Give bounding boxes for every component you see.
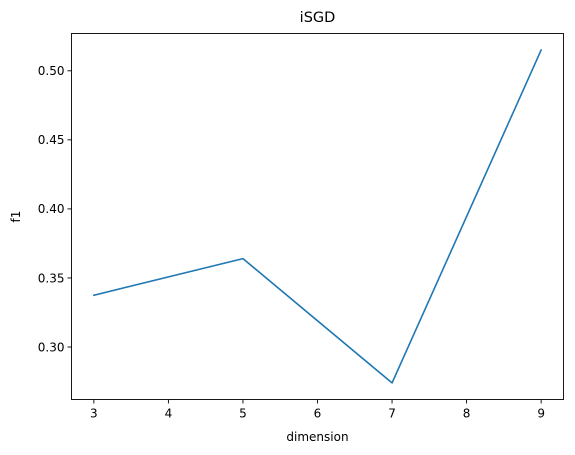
y-tick-label: 0.40 <box>38 202 65 216</box>
series-line-0 <box>92 49 543 384</box>
chart-title: iSGD <box>300 10 336 26</box>
x-tick-label: 5 <box>239 407 247 421</box>
x-tick-label: 8 <box>463 407 471 421</box>
x-tick-label: 3 <box>90 407 98 421</box>
x-tick-label: 6 <box>314 407 322 421</box>
y-tick-label: 0.50 <box>38 64 65 78</box>
y-tick-label: 0.30 <box>38 340 65 354</box>
series-layer <box>92 49 543 384</box>
x-axis-label: dimension <box>286 430 348 444</box>
y-tick-label: 0.45 <box>38 133 65 147</box>
x-tick-label: 4 <box>165 407 173 421</box>
x-tick-label: 7 <box>388 407 396 421</box>
ticks-layer: 3 4 5 6 7 8 9 0.30 0.35 0.40 0.45 0.50 <box>38 64 545 420</box>
plot-frame <box>71 33 564 400</box>
y-tick-label: 0.35 <box>38 271 65 285</box>
y-axis-label: f1 <box>9 211 23 223</box>
x-tick-label: 9 <box>537 407 545 421</box>
